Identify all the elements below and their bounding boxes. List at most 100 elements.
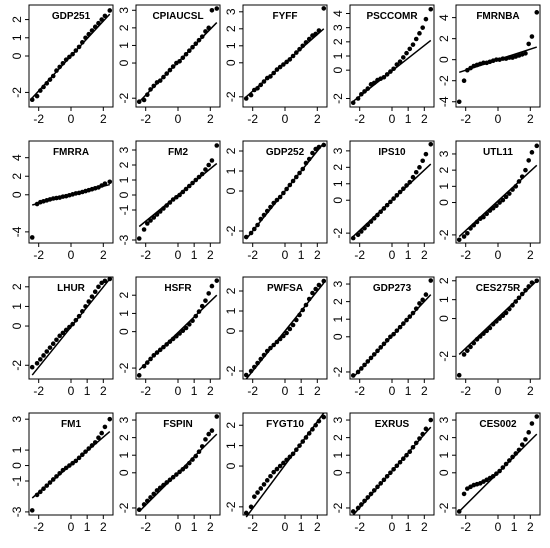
data-point [164, 203, 169, 208]
y-tick-label: 2 [331, 298, 345, 305]
y-tick-label: 2 [10, 283, 24, 290]
data-point [47, 480, 53, 485]
data-point [397, 59, 403, 64]
y-tick-label: 1 [437, 183, 451, 190]
x-tick-label: -2 [33, 384, 44, 398]
data-point [417, 31, 422, 36]
data-point [407, 314, 413, 319]
data-point [96, 284, 101, 290]
y-tick-label: 0 [331, 469, 345, 476]
data-point [264, 348, 270, 354]
y-tick-label: 1 [117, 310, 131, 317]
y-tick-label: 3 [117, 416, 131, 423]
data-point [381, 206, 387, 211]
data-point [294, 317, 299, 323]
data-point [397, 189, 403, 195]
data-point [461, 78, 467, 84]
data-point [206, 431, 211, 437]
data-point [310, 427, 315, 432]
data-point [401, 186, 406, 192]
data-point [107, 416, 113, 422]
data-point [258, 486, 264, 491]
data-point [76, 313, 82, 319]
data-point [294, 50, 299, 55]
data-point [67, 324, 72, 330]
data-point [34, 492, 40, 498]
data-point [167, 339, 173, 344]
y-tick-label: 0 [10, 322, 24, 329]
data-point [177, 331, 182, 336]
x-tick-label: 2 [207, 248, 214, 262]
data-point [177, 469, 182, 475]
data-point [300, 307, 306, 313]
panel-cpiaucsl: CPIAUCSL -2 0 2 -2 0 1 2 3 [117, 4, 221, 126]
data-point [381, 341, 387, 347]
data-point [177, 58, 182, 64]
y-tick-label: 2 [437, 166, 451, 173]
data-point [394, 62, 400, 67]
data-point [167, 477, 173, 483]
data-point [503, 194, 509, 200]
data-point [474, 337, 480, 342]
data-point [183, 464, 189, 469]
data-point [287, 326, 293, 332]
panel-fmrra: FMRRA -2 0 2 -4 0 2 4 [10, 140, 114, 262]
data-point [365, 222, 371, 228]
y-tick-label: 4 [10, 154, 24, 161]
data-point [154, 488, 160, 493]
y-tick-label: -2 [437, 75, 451, 86]
x-tick-label: 1 [298, 520, 305, 534]
data-point [297, 46, 302, 52]
data-point [297, 312, 302, 318]
data-point [362, 362, 367, 368]
data-point [57, 333, 62, 339]
y-tick-label: 3 [437, 416, 451, 423]
x-tick-label: 0 [282, 112, 289, 126]
data-point [306, 36, 312, 42]
data-point [76, 455, 82, 461]
data-point [243, 510, 249, 516]
x-tick-label: 1 [191, 248, 198, 262]
data-point [86, 299, 92, 304]
data-point [99, 430, 104, 436]
x-tick-label: -2 [460, 520, 471, 534]
data-point [287, 182, 293, 188]
data-point [316, 144, 322, 150]
data-point [321, 142, 327, 148]
data-point [534, 10, 540, 15]
data-point [410, 444, 416, 450]
data-point [44, 349, 50, 354]
data-point [170, 474, 176, 480]
data-point [316, 28, 322, 33]
data-point [516, 447, 522, 453]
data-point [164, 480, 169, 485]
data-point [297, 170, 302, 176]
data-point [456, 372, 462, 378]
data-point [148, 356, 153, 362]
data-point [80, 452, 85, 458]
x-tick-label: 0 [68, 384, 75, 398]
y-tick-label: -2 [331, 366, 345, 377]
panel-title: FSPIN [163, 419, 192, 430]
panel-title: IPS10 [378, 147, 406, 158]
data-point [180, 189, 186, 195]
data-point [381, 74, 387, 80]
data-point [203, 167, 208, 172]
data-point [384, 72, 390, 77]
data-point [306, 296, 312, 302]
y-tick-label: 1 [10, 34, 24, 41]
panel-title: GDP273 [373, 283, 412, 294]
data-point [534, 278, 540, 284]
data-point [362, 225, 367, 231]
x-tick-label: -2 [33, 248, 44, 262]
y-tick-label: 0 [224, 59, 238, 66]
data-point [60, 330, 66, 336]
data-point [199, 171, 205, 177]
data-point [490, 474, 496, 479]
y-tick-label: 2 [224, 25, 238, 32]
data-point [199, 303, 205, 309]
data-point [404, 317, 409, 323]
